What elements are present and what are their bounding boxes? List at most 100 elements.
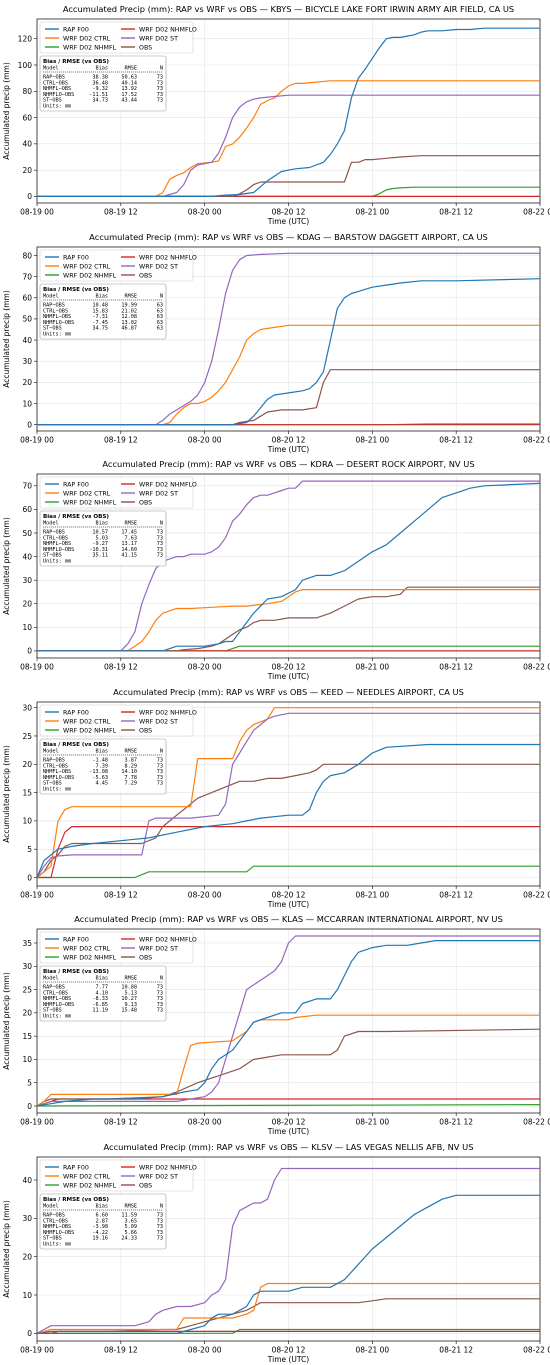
chart-svg: Accumulated Precip (mm): RAP vs WRF vs O… [2, 914, 550, 1136]
stats-cell: 7.29 [125, 780, 138, 786]
x-axis-label: Time (UTC) [267, 445, 310, 454]
stats-cell: 63 [157, 308, 163, 314]
stats-cell: 73 [157, 763, 163, 769]
stats-header-cell: RMSE [125, 66, 138, 72]
stats-cell: ST−OBS [43, 325, 62, 331]
y-tick-label: 100 [18, 61, 33, 70]
stats-cell: -7.31 [92, 314, 108, 320]
stats-units: Units: mm [43, 1014, 71, 1020]
stats-header-cell: Model [43, 66, 59, 72]
series-line-rap-f00 [37, 940, 540, 1107]
stats-cell: 11.19 [92, 1008, 108, 1014]
stats-cell: 73 [157, 547, 163, 553]
series-line-wrf-d02-st [37, 94, 540, 197]
series-line-wrf-d02-ctrl [37, 589, 540, 652]
x-tick-label: 08-20 00 [188, 435, 222, 444]
legend-label: WRF D02 CTRL [63, 491, 111, 498]
x-tick-label: 08-19 12 [104, 208, 138, 217]
series-group [37, 1167, 540, 1334]
chart-panel-2: Accumulated Precip (mm): RAP vs WRF vs O… [0, 228, 550, 456]
series-line-wrf-d02-ctrl [37, 1014, 540, 1107]
x-tick-label: 08-21 00 [355, 663, 389, 672]
stats-header-cell: N [160, 521, 163, 527]
y-tick-label: 0 [27, 1329, 32, 1338]
stats-cell: 73 [157, 80, 163, 86]
stats-cell: 15.83 [92, 308, 108, 314]
legend-label: WRF D02 NHMFLO [139, 254, 197, 261]
y-tick-label: 15 [22, 1032, 32, 1041]
legend-label: WRF D02 NHMFL [63, 1182, 117, 1189]
legend-label: RAP F00 [63, 254, 89, 261]
y-tick-label: 70 [22, 482, 32, 491]
stats-header-cell: RMSE [125, 976, 138, 982]
y-tick-label: 20 [22, 600, 32, 609]
x-tick-label: 08-20 12 [272, 1118, 306, 1127]
stats-cell: ST−OBS [43, 1235, 62, 1241]
stats-cell: 14.60 [121, 547, 137, 553]
stats-cell: NHMFLO−OBS [43, 1229, 74, 1235]
y-tick-label: 0 [27, 192, 32, 201]
y-tick-label: 80 [22, 251, 32, 260]
stats-cell: 5.09 [125, 1224, 138, 1230]
chart-svg: Accumulated Precip (mm): RAP vs WRF vs O… [2, 459, 550, 681]
stats-header-cell: RMSE [125, 748, 138, 754]
stats-cell: 10.88 [121, 985, 137, 991]
x-tick-label: 08-20 12 [272, 890, 306, 899]
chart-title: Accumulated Precip (mm): RAP vs WRF vs O… [102, 459, 474, 469]
y-tick-label: 80 [22, 87, 32, 96]
x-tick-label: 08-19 00 [20, 208, 54, 217]
legend-label: WRF D02 NHMFL [63, 272, 117, 279]
stats-cell: -1.48 [92, 757, 108, 763]
y-axis-label: Accumulated precip (mm) [2, 62, 11, 160]
y-tick-label: 0 [27, 1102, 32, 1111]
stats-cell: 11.59 [121, 1212, 137, 1218]
stats-cell: 9.13 [125, 1002, 138, 1008]
chart-panel-1: Accumulated Precip (mm): RAP vs WRF vs O… [0, 0, 550, 228]
series-line-wrf-d02-nhmfl [37, 865, 540, 878]
legend-label: WRF D02 CTRL [63, 718, 111, 725]
stats-cell: 19.16 [92, 1235, 108, 1241]
y-tick-label: 25 [22, 985, 32, 994]
stats-header-cell: N [160, 976, 163, 982]
y-tick-label: 10 [22, 1055, 32, 1064]
stats-cell: NHMFL−OBS [43, 769, 71, 775]
legend-label: WRF D02 NHMFLO [139, 1164, 197, 1171]
stats-cell: 7.39 [96, 763, 109, 769]
stats-cell: RAP−OBS [43, 530, 65, 536]
stats-cell: NHMFL−OBS [43, 86, 71, 92]
x-tick-label: 08-21 12 [439, 208, 473, 217]
legend-label: WRF D02 ST [139, 946, 178, 953]
stats-header-cell: RMSE [125, 1203, 138, 1209]
stats-header-cell: Bias [96, 976, 109, 982]
series-group [37, 480, 540, 652]
stats-cell: ST−OBS [43, 780, 62, 786]
stats-cell: 73 [157, 1008, 163, 1014]
stats-cell: NHMFLO−OBS [43, 1002, 74, 1008]
stats-cell: 73 [157, 780, 163, 786]
stats-cell: -6.85 [92, 1002, 108, 1008]
y-tick-label: 35 [22, 939, 32, 948]
y-tick-label: 0 [27, 647, 32, 656]
x-tick-label: 08-19 00 [20, 1345, 54, 1354]
chart-svg: Accumulated Precip (mm): RAP vs WRF vs O… [2, 1142, 550, 1364]
stats-cell: -9.32 [92, 86, 108, 92]
stats-units: Units: mm [43, 104, 71, 110]
series-line-obs [37, 586, 540, 652]
y-axis-label: Accumulated precip (mm) [2, 745, 11, 843]
legend-label: OBS [139, 45, 152, 52]
stats-cell: 17.52 [121, 92, 137, 98]
stats-cell: 15.48 [121, 1008, 137, 1014]
stats-title: Bias / RMSE (vs OBS) [43, 1197, 109, 1203]
stats-cell: 73 [157, 774, 163, 780]
x-axis-label: Time (UTC) [267, 672, 310, 681]
stats-cell: RAP−OBS [43, 302, 65, 308]
stats-units: Units: mm [43, 559, 71, 565]
x-tick-label: 08-19 12 [104, 663, 138, 672]
chart-panel-3: Accumulated Precip (mm): RAP vs WRF vs O… [0, 455, 550, 683]
legend-label: WRF D02 NHMFLO [139, 482, 197, 489]
stats-cell: 63 [157, 319, 163, 325]
stats-cell: 63 [157, 314, 163, 320]
stats-cell: 35.11 [92, 553, 108, 559]
legend-label: WRF D02 NHMFL [63, 727, 117, 734]
stats-cell: NHMFLO−OBS [43, 319, 74, 325]
